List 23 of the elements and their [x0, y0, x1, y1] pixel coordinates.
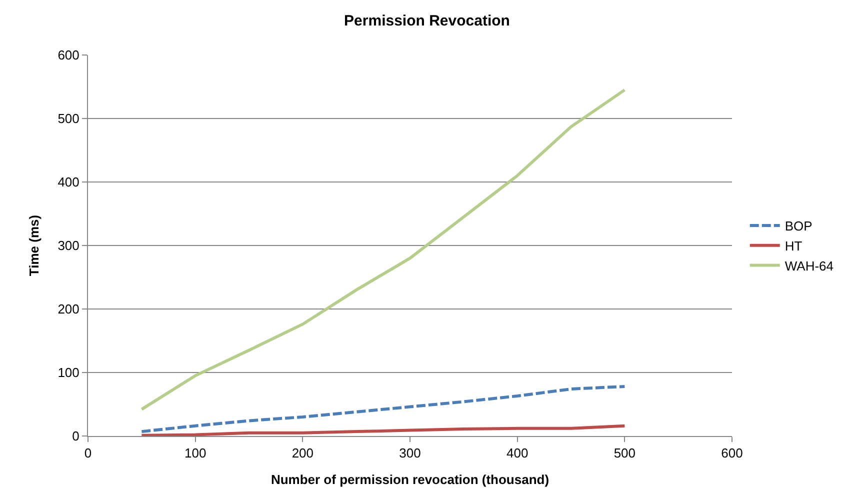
- x-tick-label: 0: [84, 446, 92, 461]
- y-tick-label: 400: [58, 174, 80, 190]
- x-tick-label: 100: [184, 446, 206, 461]
- legend-label: BOP: [784, 218, 812, 234]
- y-tick-label: 500: [58, 111, 80, 126]
- line-series: [140, 384, 626, 434]
- y-axis-title: Time (ms): [26, 214, 42, 276]
- y-tick-label: 200: [58, 302, 80, 317]
- chart-title: Permission Revocation: [344, 12, 510, 30]
- y-tick-label: 0: [72, 428, 80, 444]
- y-tick-label: 100: [58, 365, 80, 380]
- x-tick-label: 400: [506, 446, 528, 461]
- x-tick-label: 600: [721, 446, 743, 461]
- x-axis-title: Number of permission revocation (thousand): [270, 472, 550, 488]
- x-tick-label: 300: [399, 446, 421, 461]
- y-tick-label: 600: [58, 48, 80, 63]
- line-series: [140, 424, 626, 436]
- x-tick-label: 500: [614, 446, 636, 461]
- legend-label: HT: [784, 238, 802, 254]
- y-tick-label: 300: [58, 238, 80, 254]
- x-tick-label: 200: [292, 446, 314, 461]
- line-series: [140, 88, 626, 411]
- legend-label: WAH-64: [784, 258, 834, 274]
